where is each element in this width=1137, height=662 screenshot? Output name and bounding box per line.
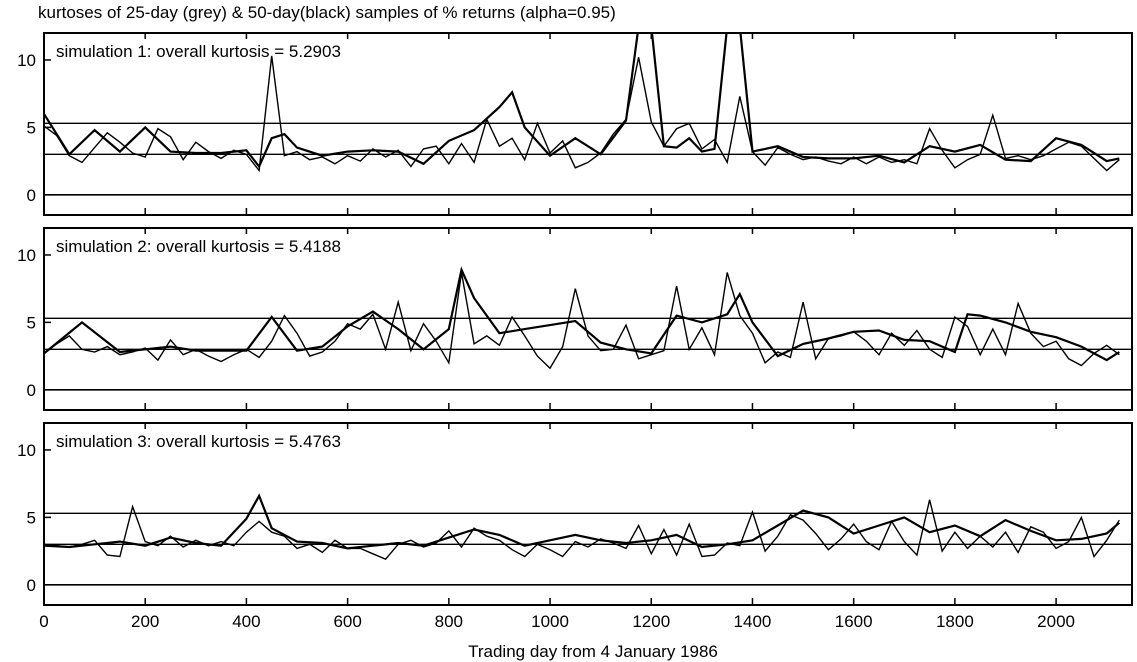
series-lines: [44, 493, 1121, 561]
panel-1: 0 5 10 simulation 1: overall kurtosis = 5.2…: [17, 32, 1133, 216]
y-tick-label: 10: [17, 51, 36, 70]
x-tick-label: 2000: [1037, 612, 1075, 631]
panel-frame: [43, 32, 1133, 216]
x-tick-label: 200: [131, 612, 159, 631]
y-tick-label: 0: [27, 576, 36, 595]
x-tick-label: 1400: [734, 612, 772, 631]
y-tick-label: 10: [17, 441, 36, 460]
panel-3: 0 5 10 simulation 3: overall kurtosis = 5.4…: [17, 422, 1133, 606]
panel-frame: [43, 227, 1133, 411]
series-50-day-line: [44, 493, 1121, 550]
y-tick-label: 5: [27, 508, 36, 527]
series-25-day-line: [44, 499, 1120, 561]
panel-annotation: simulation 2: overall kurtosis = 5.4188: [56, 237, 341, 256]
series-50-day-line: [44, 266, 1120, 362]
series-25-day-line: [44, 272, 1120, 370]
x-tick-label: 400: [232, 612, 260, 631]
x-tick-label: 600: [333, 612, 361, 631]
y-tick-label: 5: [27, 313, 36, 332]
y-tick-label: 10: [17, 246, 36, 265]
x-axis-label: Trading day from 4 January 1986: [468, 642, 718, 661]
panel-frame: [43, 422, 1133, 606]
panels: 0 5 10 simulation 1: overall kurtosis = 5.2…: [17, 32, 1133, 606]
series-25-day-line: [44, 55, 1120, 173]
y-tick-label: 5: [27, 118, 36, 137]
y-tick-label: 0: [27, 381, 36, 400]
x-axis: 0 200 400 600 800 1000 1200 1400 1600 1800 2000: [39, 612, 1075, 631]
panel-2: 0 5 10 simulation 2: overall kurtosis = 5.4…: [17, 227, 1133, 411]
panel-annotation: simulation 3: overall kurtosis = 5.4763: [56, 432, 341, 451]
x-tick-label: 1600: [835, 612, 873, 631]
panel-annotation: simulation 1: overall kurtosis = 5.2903: [56, 42, 341, 61]
x-tick-label: 0: [39, 612, 48, 631]
x-tick-label: 1200: [632, 612, 670, 631]
x-tick-label: 1800: [936, 612, 974, 631]
series-50-day-line: [44, 33, 1120, 169]
x-tick-label: 1000: [531, 612, 569, 631]
chart-title: kurtoses of 25-day (grey) & 50-day(black…: [38, 3, 616, 22]
series-lines: [44, 266, 1120, 370]
y-tick-label: 0: [27, 186, 36, 205]
series-lines: [44, 33, 1120, 173]
x-tick-label: 800: [435, 612, 463, 631]
